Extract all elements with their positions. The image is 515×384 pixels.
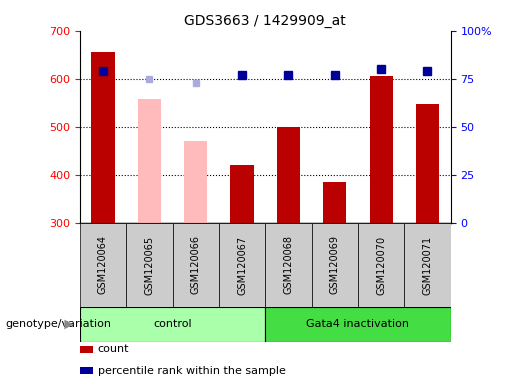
Bar xyxy=(265,307,451,342)
Text: control: control xyxy=(153,319,192,329)
Text: genotype/variation: genotype/variation xyxy=(5,319,111,329)
Text: GSM120065: GSM120065 xyxy=(144,235,154,295)
Bar xyxy=(126,223,173,307)
Text: percentile rank within the sample: percentile rank within the sample xyxy=(98,366,286,376)
Text: GSM120070: GSM120070 xyxy=(376,235,386,295)
Text: GSM120071: GSM120071 xyxy=(422,235,433,295)
Text: GSM120067: GSM120067 xyxy=(237,235,247,295)
Text: GSM120068: GSM120068 xyxy=(283,235,294,295)
Bar xyxy=(80,307,265,342)
Text: GSM120066: GSM120066 xyxy=(191,235,201,295)
Bar xyxy=(416,104,439,223)
Bar xyxy=(277,127,300,223)
Text: count: count xyxy=(98,344,129,354)
Bar xyxy=(80,223,126,307)
Bar xyxy=(265,223,312,307)
Bar xyxy=(231,165,253,223)
Text: GSM120069: GSM120069 xyxy=(330,235,340,295)
Bar xyxy=(184,141,207,223)
Bar xyxy=(219,223,265,307)
Bar xyxy=(312,223,358,307)
Text: Gata4 inactivation: Gata4 inactivation xyxy=(306,319,409,329)
Text: GSM120064: GSM120064 xyxy=(98,235,108,295)
Bar xyxy=(138,99,161,223)
Bar xyxy=(369,76,392,223)
Bar xyxy=(323,182,346,223)
Title: GDS3663 / 1429909_at: GDS3663 / 1429909_at xyxy=(184,14,346,28)
Bar xyxy=(92,52,114,223)
Bar xyxy=(404,223,451,307)
Bar xyxy=(173,223,219,307)
Bar xyxy=(358,223,404,307)
